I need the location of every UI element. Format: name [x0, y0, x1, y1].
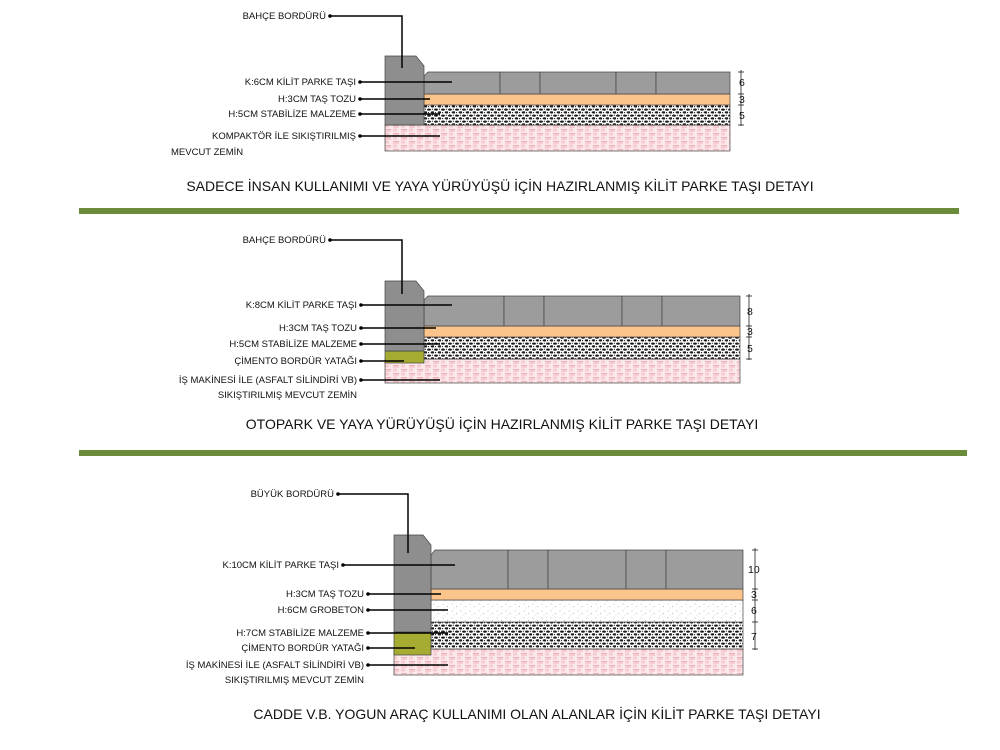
detail-2-section — [384, 280, 741, 384]
dimension-stone-dust: 3 — [739, 94, 745, 106]
label-curb-bed: ÇİMENTO BORDÜR YATAĞI — [234, 356, 357, 367]
detail-3-labels: BÜYÜK BORDÜRÜ K:10CM KİLİT PARKE TAŞI H:… — [186, 489, 364, 686]
label-stone-dust: H:3CM TAŞ TOZU — [278, 94, 356, 105]
stabilized-layer — [423, 336, 741, 360]
detail-1-section — [384, 55, 731, 152]
label-paver: K:8CM KİLİT PARKE TAŞI — [246, 300, 357, 311]
dimension-grobeton: 6 — [751, 605, 757, 617]
label-grobeton: H:6CM GROBETON — [278, 605, 365, 616]
paver-block — [655, 71, 731, 95]
paver-block — [625, 549, 667, 590]
detail-2-labels: BAHÇE BORDÜRÜ K:8CM KİLİT PARKE TAŞI H:3… — [179, 235, 357, 401]
separator-bar-2 — [79, 450, 967, 456]
subgrade-layer — [393, 648, 744, 676]
garden-curb — [384, 280, 425, 352]
paver-block — [621, 295, 663, 327]
paver-block — [543, 295, 623, 327]
stone-dust-layer — [430, 588, 744, 601]
label-subgrade-line-2: SIKIŞTIRILMIŞ MEVCUT ZEMİN — [225, 675, 364, 686]
label-stabilized: H:7CM STABİLİZE MALZEME — [236, 628, 364, 639]
label-curb: BÜYÜK BORDÜRÜ — [251, 489, 335, 500]
detail-2-parking: BAHÇE BORDÜRÜ K:8CM KİLİT PARKE TAŞI H:3… — [179, 235, 758, 432]
paver-block — [665, 549, 744, 590]
dimension-stabilized: 7 — [751, 631, 757, 643]
stabilized-layer — [430, 621, 744, 650]
label-stabilized: H:5CM STABİLİZE MALZEME — [229, 339, 357, 350]
dimension-stabilized: 5 — [747, 343, 753, 355]
concrete-curb-bed — [393, 631, 432, 656]
paver-block — [615, 71, 657, 95]
label-curb: BAHÇE BORDÜRÜ — [243, 11, 327, 22]
detail-3-leaders — [336, 492, 455, 667]
dimension-stone-dust: 3 — [747, 326, 753, 338]
label-paver: K:6CM KİLİT PARKE TAŞI — [245, 77, 356, 88]
label-subgrade-line-2: MEVCUT ZEMİN — [171, 147, 243, 158]
label-subgrade-line-2: SIKIŞTIRILMIŞ MEVCUT ZEMİN — [218, 390, 357, 401]
subgrade-layer — [384, 124, 731, 152]
paver-block — [547, 549, 627, 590]
leader-line-curb — [338, 493, 409, 553]
paver-block — [661, 295, 741, 327]
paver-block — [503, 295, 545, 327]
leader-line-curb — [330, 239, 403, 294]
stabilized-layer — [423, 104, 731, 126]
detail-3-section — [393, 534, 744, 676]
detail-3-heavy-traffic: BÜYÜK BORDÜRÜ K:10CM KİLİT PARKE TAŞI H:… — [186, 489, 821, 722]
detail-2-dimensions: 8 3 5 — [746, 294, 753, 360]
stone-dust-layer — [423, 325, 741, 338]
dimension-paver: 6 — [739, 77, 745, 89]
label-subgrade-line-1: İŞ MAKİNESİ İLE (ASFALT SİLİNDİRİ VB) — [179, 375, 357, 386]
paver-row — [423, 295, 741, 327]
leader-line-curb — [330, 15, 403, 68]
detail-1-leaders — [328, 14, 452, 138]
paver-block — [539, 71, 617, 95]
stone-dust-layer — [423, 93, 731, 106]
dimension-paver: 8 — [747, 306, 753, 318]
detail-3-caption: CADDE V.B. YOGUN ARAÇ KULLANIMI OLAN ALA… — [253, 705, 820, 722]
detail-1-pedestrian: BAHÇE BORDÜRÜ K:6CM KİLİT PARKE TAŞI H:3… — [171, 11, 814, 194]
label-curb: BAHÇE BORDÜRÜ — [243, 235, 327, 246]
grobeton-layer — [430, 599, 744, 623]
dimension-stabilized: 5 — [739, 110, 745, 122]
paver-block — [507, 549, 549, 590]
separator-bar-1 — [79, 208, 959, 214]
dimension-stone-dust: 3 — [751, 589, 757, 601]
large-curb — [393, 534, 432, 633]
label-subgrade-line-1: İŞ MAKİNESİ İLE (ASFALT SİLİNDİRİ VB) — [186, 660, 364, 671]
subgrade-layer — [384, 358, 741, 384]
paver-block — [430, 549, 509, 590]
label-subgrade-line-1: KOMPAKTÖR İLE SIKIŞTIRILMIŞ — [212, 131, 356, 142]
paver-block — [499, 71, 541, 95]
detail-1-caption: SADECE İNSAN KULLANIMI VE YAYA YÜRÜYÜŞÜ … — [186, 177, 813, 194]
detail-2-leaders — [328, 238, 452, 382]
dimension-paver: 10 — [748, 564, 760, 576]
detail-2-caption: OTOPARK VE YAYA YÜRÜYÜŞÜ İÇİN HAZIRLANMI… — [246, 415, 758, 432]
label-curb-bed: ÇİMENTO BORDÜR YATAĞI — [241, 643, 364, 654]
paver-row — [423, 71, 731, 95]
label-paver: K:10CM KİLİT PARKE TAŞI — [222, 560, 339, 571]
detail-1-labels: BAHÇE BORDÜRÜ K:6CM KİLİT PARKE TAŞI H:3… — [171, 11, 356, 158]
label-stone-dust: H:3CM TAŞ TOZU — [286, 589, 364, 600]
paver-block — [423, 71, 501, 95]
paver-row — [430, 549, 744, 590]
label-stabilized: H:5CM STABİLİZE MALZEME — [228, 109, 356, 120]
paver-block — [423, 295, 505, 327]
detail-3-dimensions: 10 3 6 7 — [748, 548, 760, 650]
label-stone-dust: H:3CM TAŞ TOZU — [279, 323, 357, 334]
detail-1-dimensions: 6 3 5 — [738, 70, 745, 126]
